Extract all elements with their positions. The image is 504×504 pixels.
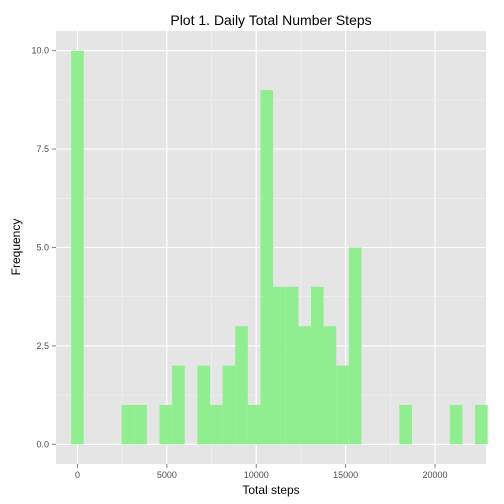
histogram-bar — [247, 404, 261, 445]
histogram-bar — [273, 286, 286, 445]
histogram-bar — [449, 404, 463, 445]
histogram-bar — [348, 247, 362, 445]
chart-title: Plot 1. Daily Total Number Steps — [170, 12, 371, 28]
x-axis-title: Total steps — [242, 483, 299, 497]
ticks-layer: 0.0 2.5 5.0 7.5 10.0 0 5000 10000 15000 20000 — [31, 46, 447, 480]
histogram-bar — [134, 404, 147, 445]
histogram-bar — [197, 365, 210, 445]
y-axis-title: Frequency — [9, 219, 23, 276]
histogram-bar — [298, 326, 311, 445]
x-tick-label: 10000 — [244, 470, 269, 480]
x-tick-label: 5000 — [157, 470, 177, 480]
histogram-bar — [475, 404, 488, 445]
histogram-bar — [209, 404, 223, 445]
y-tick-label: 2.5 — [36, 341, 49, 351]
histogram-bar — [235, 326, 248, 445]
histogram-bar — [172, 365, 185, 445]
histogram-bar — [71, 50, 84, 445]
x-tick-label: 15000 — [333, 470, 358, 480]
histogram-bar — [121, 404, 135, 445]
histogram-bar — [323, 326, 337, 445]
histogram-bar — [310, 286, 324, 445]
x-tick-label: 0 — [75, 470, 80, 480]
x-tick-label: 20000 — [423, 470, 448, 480]
histogram-bar — [285, 286, 299, 445]
y-tick-label: 5.0 — [36, 243, 49, 253]
histogram-bar — [222, 365, 236, 445]
y-tick-label: 7.5 — [36, 144, 49, 154]
histogram-bar — [159, 404, 173, 445]
histogram-bar — [399, 404, 412, 445]
histogram-bar — [336, 365, 349, 445]
histogram-bar — [260, 90, 274, 445]
bars-layer — [71, 50, 488, 445]
y-tick-label: 10.0 — [31, 46, 49, 56]
y-tick-label: 0.0 — [36, 439, 49, 449]
